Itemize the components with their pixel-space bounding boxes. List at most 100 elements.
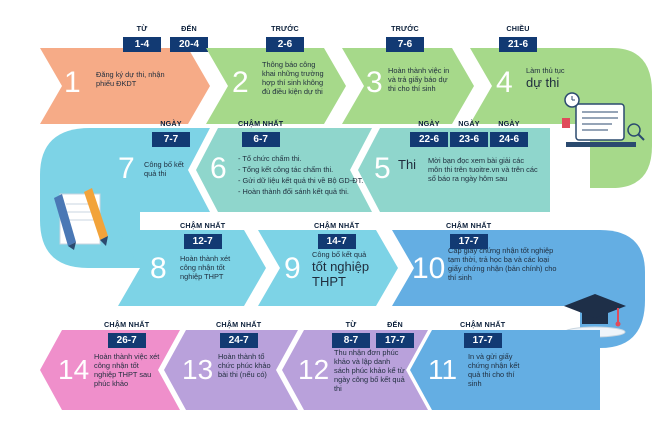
step-10-tag: CHẬM NHẤT 17-7 bbox=[446, 221, 491, 249]
bullet-item: Gửi dữ liệu kết quả thi về Bộ GD-ĐT. bbox=[238, 176, 366, 185]
step-4-tag: CHIỀU 21-6 bbox=[499, 24, 537, 52]
step-10: 10 Cấp giấy chứng nhận tốt nghiệp tạm th… bbox=[392, 230, 592, 306]
tag-label: CHẬM NHẤT bbox=[238, 119, 284, 128]
step-12-tag-to: ĐẾN 17-7 bbox=[376, 320, 414, 348]
step-11-tag: CHẬM NHẤT 17-7 bbox=[460, 320, 505, 348]
step-5: 5 Thi Mời bạn đọc xem bài giải các môn t… bbox=[358, 128, 550, 212]
tag-label: NGÀY bbox=[418, 119, 440, 128]
step-8: 8 Hoàn thành xét công nhận tốt nghiệp TH… bbox=[118, 230, 266, 306]
step-14-text: Hoàn thành việc xét công nhận tốt nghiệp… bbox=[94, 352, 160, 389]
step-8-text: Hoàn thành xét công nhận tốt nghiệp THPT bbox=[180, 254, 231, 282]
step-13-number: 13 bbox=[182, 354, 214, 385]
tag-label: TRƯỚC bbox=[271, 24, 299, 33]
step-4-text-big: dự thi bbox=[526, 75, 560, 90]
step-10-text: Cấp giấy chứng nhận tốt nghiệp tạm thời,… bbox=[448, 246, 557, 283]
step-7-shape bbox=[90, 128, 210, 212]
step-3-number: 3 bbox=[366, 66, 383, 99]
step-14-number: 14 bbox=[58, 354, 90, 385]
step-11-number: 11 bbox=[428, 354, 458, 385]
tag-date: 7-6 bbox=[386, 37, 424, 52]
step-6: 6 Tổ chức chấm thi. Tổng kết công tác ch… bbox=[196, 128, 372, 212]
step-8-tag: CHẬM NHẤT 12-7 bbox=[180, 221, 225, 249]
step-13: 13 Hoàn thành tổ chức phúc khảo bài thi … bbox=[164, 330, 298, 410]
step-7-text: Công bố kết quả thi bbox=[144, 160, 184, 179]
step-5-text: Mời bạn đọc xem bài giải các môn thi trê… bbox=[428, 156, 538, 184]
step-10-number: 10 bbox=[412, 252, 446, 285]
tag-label: ĐẾN bbox=[181, 24, 197, 33]
tag-date: 1-4 bbox=[123, 37, 161, 52]
step-9-tag: CHẬM NHẤT 14-7 bbox=[314, 221, 359, 249]
tag-date: 24-7 bbox=[219, 333, 258, 348]
bullet-item: Tổ chức chấm thi. bbox=[238, 154, 366, 163]
step-13-text: Hoàn thành tổ chức phúc khảo bài thi (nế… bbox=[218, 352, 271, 380]
tag-label: NGÀY bbox=[458, 119, 480, 128]
step-9-number: 9 bbox=[284, 252, 301, 285]
pencils-paper-illustration bbox=[54, 188, 108, 250]
tag-label: TRƯỚC bbox=[391, 24, 419, 33]
tag-date: 17-7 bbox=[463, 333, 502, 348]
step-12-tag-from: TỪ 8-7 bbox=[332, 320, 370, 348]
step-3-text: Hoàn thành việc in và trả giấy báo dự th… bbox=[388, 66, 450, 94]
step-4-text: Làm thủ tục bbox=[526, 66, 565, 75]
step-1-tag-to: ĐẾN 20-4 bbox=[170, 24, 208, 52]
step-3-tag: TRƯỚC 7-6 bbox=[386, 24, 424, 52]
step-9: 9 Công bố kết quả tốt nghiệp THPT bbox=[258, 230, 398, 306]
tag-date: 22-6 bbox=[410, 132, 448, 147]
step-6-tag: CHẬM NHẤT 6-7 bbox=[238, 119, 283, 147]
step-9-text: Công bố kết quả bbox=[312, 250, 367, 259]
tag-label: ĐẾN bbox=[387, 320, 403, 329]
step-1-text: Đăng ký dự thi, nhận phiếu ĐKDT bbox=[96, 70, 165, 89]
tag-date: 12-7 bbox=[183, 234, 222, 249]
step-5-number: 5 bbox=[374, 152, 391, 185]
step-2-number: 2 bbox=[232, 66, 249, 99]
step-6-bullets: Tổ chức chấm thi. Tổng kết công tác chấm… bbox=[238, 154, 366, 198]
step-14-shape bbox=[40, 330, 180, 410]
step-1: 1 Đăng ký dự thi, nhận phiếu ĐKDT bbox=[40, 48, 210, 124]
tag-label: CHẬM NHẤT bbox=[104, 320, 150, 329]
step-5-tag-1: NGÀY 22-6 bbox=[410, 119, 448, 147]
tag-date: 20-4 bbox=[170, 37, 208, 52]
tag-date: 14-7 bbox=[317, 234, 356, 249]
step-6-number: 6 bbox=[210, 152, 227, 185]
tag-date: 8-7 bbox=[332, 333, 370, 348]
step-2-tag: TRƯỚC 2-6 bbox=[266, 24, 304, 52]
step-14-tag: CHẬM NHẤT 26-7 bbox=[104, 320, 149, 348]
tag-label: CHẬM NHẤT bbox=[446, 221, 492, 230]
step-13-shape bbox=[164, 330, 298, 410]
step-12-number: 12 bbox=[298, 354, 330, 385]
step-7: 7 Công bố kết quả thi bbox=[90, 128, 210, 212]
step-7-tag: NGÀY 7-7 bbox=[152, 119, 190, 147]
tag-date: 24-6 bbox=[490, 132, 528, 147]
step-4-number: 4 bbox=[496, 66, 513, 99]
step-5-shape bbox=[358, 128, 550, 212]
step-12: 12 Thu nhận đơn phúc khảo và lập danh sá… bbox=[282, 330, 428, 410]
bullet-item: Hoàn thành đối sánh kết quả thi. bbox=[238, 187, 366, 196]
tag-date: 23-6 bbox=[450, 132, 488, 147]
step-2-text: Thông báo công khai những trường hợp thí… bbox=[262, 60, 324, 97]
tag-date: 17-7 bbox=[449, 234, 488, 249]
step-14: 14 Hoàn thành việc xét công nhận tốt ngh… bbox=[40, 330, 180, 410]
tag-date: 21-6 bbox=[499, 37, 537, 52]
step-5-text-big: Thi bbox=[398, 157, 417, 172]
tag-label: TỪ bbox=[345, 320, 357, 329]
tag-date: 17-7 bbox=[376, 333, 414, 348]
step-11-text: In và gửi giấy chứng nhận kết quả thi ch… bbox=[468, 352, 520, 389]
tag-date: 26-7 bbox=[107, 333, 146, 348]
step-8-number: 8 bbox=[150, 252, 167, 285]
step-9-text-big: tốt nghiệp THPT bbox=[312, 259, 370, 289]
step-8-shape bbox=[118, 230, 266, 306]
step-1-tag-from: TỪ 1-4 bbox=[123, 24, 161, 52]
exam-desk-illustration bbox=[562, 92, 645, 147]
step-13-tag: CHẬM NHẤT 24-7 bbox=[216, 320, 261, 348]
step-5-tag-2: NGÀY 23-6 bbox=[450, 119, 488, 147]
tag-label: CHẬM NHẤT bbox=[460, 320, 506, 329]
tag-label: NGÀY bbox=[498, 119, 520, 128]
step-10-shape bbox=[392, 230, 592, 306]
step-12-shape bbox=[282, 330, 428, 410]
step-3: 3 Hoàn thành việc in và trả giấy báo dự … bbox=[342, 48, 474, 124]
tag-date: 7-7 bbox=[152, 132, 190, 147]
tag-date: 6-7 bbox=[241, 132, 280, 147]
step-1-number: 1 bbox=[64, 66, 81, 99]
tag-label: NGÀY bbox=[160, 119, 182, 128]
